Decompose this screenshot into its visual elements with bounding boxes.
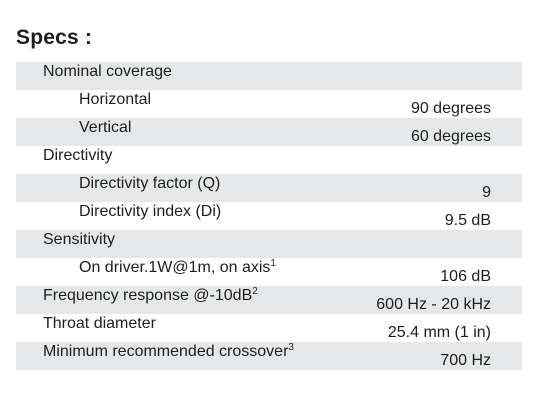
spec-value: 106 dB	[440, 268, 491, 285]
spec-row: Directivity	[16, 146, 522, 174]
spec-row: Throat diameter 25.4 mm (1 in)	[16, 314, 522, 342]
spec-label: Sensitivity	[43, 231, 116, 248]
spec-label: On driver.1W@1m, on axis1	[79, 258, 276, 277]
page-title: Specs :	[16, 26, 93, 49]
spec-row: Directivity index (Di) 9.5 dB	[16, 202, 522, 230]
spec-label: Nominal coverage	[43, 63, 172, 80]
spec-value: 9.5 dB	[444, 212, 491, 229]
spec-label: Directivity factor (Q)	[79, 175, 221, 192]
specs-table: Nominal coverage Horizontal 90 degrees V…	[16, 62, 522, 370]
spec-value: 90 degrees	[410, 100, 491, 117]
spec-row: Frequency response @-10dB2 600 Hz - 20 k…	[16, 286, 522, 314]
spec-row: On driver.1W@1m, on axis1 106 dB	[16, 258, 522, 286]
spec-label: Throat diameter	[43, 315, 156, 332]
spec-row: Directivity factor (Q) 9	[16, 174, 522, 202]
spec-label: Frequency response @-10dB2	[43, 286, 258, 305]
spec-value: 25.4 mm (1 in)	[387, 324, 491, 341]
spec-value: 600 Hz - 20 kHz	[376, 296, 491, 313]
spec-label: Minimum recommended crossover3	[43, 342, 294, 361]
spec-row: Horizontal 90 degrees	[16, 90, 522, 118]
spec-value: 60 degrees	[410, 128, 491, 145]
spec-label: Directivity	[43, 147, 113, 164]
spec-row: Sensitivity	[16, 230, 522, 258]
spec-row: Minimum recommended crossover3 700 Hz	[16, 342, 522, 370]
spec-label: Directivity index (Di)	[79, 203, 222, 220]
spec-row: Nominal coverage	[16, 62, 522, 90]
spec-value: 9	[482, 184, 491, 201]
spec-label: Horizontal	[79, 91, 152, 108]
spec-value: 700 Hz	[440, 352, 491, 369]
spec-label: Vertical	[79, 119, 132, 136]
spec-row: Vertical 60 degrees	[16, 118, 522, 146]
